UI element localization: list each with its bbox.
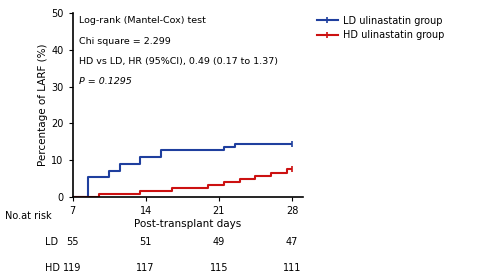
Text: 119: 119 bbox=[64, 263, 82, 273]
Text: 111: 111 bbox=[283, 263, 301, 273]
Y-axis label: Percentage of LARF (%): Percentage of LARF (%) bbox=[38, 44, 48, 166]
Text: 117: 117 bbox=[136, 263, 155, 273]
Text: 47: 47 bbox=[286, 237, 298, 247]
Text: 115: 115 bbox=[210, 263, 228, 273]
Text: 49: 49 bbox=[212, 237, 225, 247]
Text: No.at risk: No.at risk bbox=[5, 211, 52, 221]
Text: HD vs LD, HR (95%CI), 0.49 (0.17 to 1.37): HD vs LD, HR (95%CI), 0.49 (0.17 to 1.37… bbox=[80, 57, 278, 66]
Text: LD: LD bbox=[45, 237, 58, 247]
X-axis label: Post-transplant days: Post-transplant days bbox=[134, 219, 241, 229]
Text: P = 0.1295: P = 0.1295 bbox=[80, 77, 132, 86]
Text: 55: 55 bbox=[66, 237, 79, 247]
Text: 51: 51 bbox=[140, 237, 152, 247]
Text: HD: HD bbox=[45, 263, 60, 273]
Text: Log-rank (Mantel-Cox) test: Log-rank (Mantel-Cox) test bbox=[80, 16, 206, 25]
Legend: LD ulinastatin group, HD ulinastatin group: LD ulinastatin group, HD ulinastatin gro… bbox=[316, 16, 444, 41]
Text: Chi square = 2.299: Chi square = 2.299 bbox=[80, 37, 171, 46]
